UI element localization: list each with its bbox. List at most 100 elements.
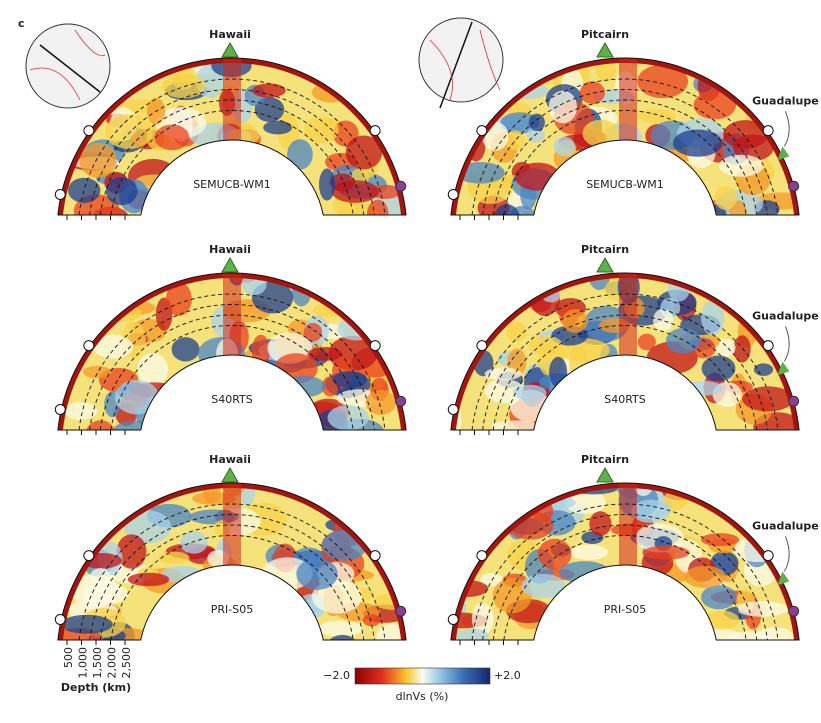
end-marker xyxy=(788,180,800,192)
hotspot-triangle xyxy=(596,466,614,483)
anomaly-blob xyxy=(665,327,701,354)
station-marker xyxy=(447,613,459,625)
anomaly-blob xyxy=(116,534,147,569)
hotspot-triangle xyxy=(221,256,239,273)
anomaly-blob xyxy=(303,116,339,144)
end-marker xyxy=(395,605,407,617)
anomaly-blob xyxy=(681,381,724,396)
hotspot-label: Pitcairn xyxy=(581,453,629,466)
depth-contour xyxy=(471,78,779,216)
model-label: S40RTS xyxy=(604,393,646,406)
section-panel: Pitcairn SEMUCB-WM1 Guadalupe xyxy=(447,28,819,220)
depth-tick-label: 2,500 xyxy=(120,647,133,679)
anomaly-blob xyxy=(548,90,578,124)
velocity-anomalies xyxy=(450,272,800,430)
depth-tick-label: 1,000 xyxy=(77,647,90,679)
anomaly-blob xyxy=(79,142,117,179)
anomaly-blob xyxy=(684,565,727,589)
station-marker xyxy=(762,125,774,137)
colorbar: −2.0 +2.0 dlnVs (%) xyxy=(323,667,521,703)
anomaly-blob xyxy=(653,308,674,332)
anomaly-blob xyxy=(362,614,381,627)
anomaly-blob xyxy=(68,177,101,204)
station-marker xyxy=(476,340,488,352)
anomaly-blob xyxy=(480,572,504,587)
depth-contour xyxy=(89,89,375,216)
hotspot-label: Hawaii xyxy=(209,453,251,466)
anomaly-blob xyxy=(114,379,160,415)
globe-inset xyxy=(25,23,111,109)
hotspot-triangle xyxy=(777,361,790,376)
anomaly-blob xyxy=(307,347,342,361)
depth-contour xyxy=(89,304,375,431)
section-outline xyxy=(57,482,407,641)
anomaly-blob xyxy=(171,337,200,362)
hotspot-label: Hawaii xyxy=(209,243,251,256)
section-panel: Hawaii SEMUCB-WM1 xyxy=(54,28,407,220)
section-panel: Hawaii PRI-S05 xyxy=(54,453,407,645)
anomaly-blob xyxy=(637,64,689,99)
station-marker xyxy=(54,403,66,415)
station-marker xyxy=(476,125,488,137)
anomaly-blob xyxy=(631,499,671,523)
velocity-anomalies xyxy=(57,57,407,215)
depth-contour xyxy=(471,293,779,431)
model-label: PRI-S05 xyxy=(604,603,646,616)
anomaly-blob xyxy=(714,185,738,210)
anomaly-blob xyxy=(553,136,575,156)
anomaly-blob xyxy=(733,335,751,363)
pointer-arrow xyxy=(783,536,790,572)
anomaly-blob xyxy=(701,299,725,336)
anomaly-blob xyxy=(570,544,608,560)
anomaly-blob xyxy=(85,420,116,430)
depth-contour xyxy=(110,110,354,216)
colorbar-max: +2.0 xyxy=(494,669,521,682)
end-marker xyxy=(395,180,407,192)
section-outline xyxy=(57,57,407,216)
anomaly-blob xyxy=(700,533,740,547)
anomaly-blob xyxy=(714,338,736,357)
anomaly-blob xyxy=(754,627,796,640)
station-marker xyxy=(83,550,95,562)
anomaly-blob xyxy=(254,97,285,122)
depth-tick-label: 500 xyxy=(62,647,75,668)
anomaly-blob xyxy=(582,119,620,148)
hotspot-triangle xyxy=(596,256,614,273)
section-panel: Pitcairn S40RTS Guadalupe xyxy=(447,243,819,435)
anomaly-blob xyxy=(365,390,397,415)
anomaly-blob xyxy=(281,375,326,398)
section-outline xyxy=(57,272,407,431)
anomaly-blob xyxy=(287,139,313,170)
end-marker xyxy=(395,395,407,407)
anomaly-blob xyxy=(728,631,774,640)
station-marker xyxy=(369,125,381,137)
anomaly-blob xyxy=(105,177,138,206)
anomaly-blob xyxy=(83,365,112,379)
hotspot-label: Guadalupe xyxy=(752,309,819,322)
hotspot-triangle xyxy=(777,571,790,586)
anomaly-blob xyxy=(672,129,723,157)
anomaly-blob xyxy=(521,573,566,599)
anomaly-blob xyxy=(154,124,190,151)
velocity-anomalies xyxy=(450,57,800,216)
anomaly-blob xyxy=(252,83,286,98)
anomaly-blob xyxy=(89,568,111,586)
hotspot-triangle xyxy=(221,466,239,483)
anomaly-blob xyxy=(736,601,789,617)
station-marker xyxy=(369,550,381,562)
anomaly-blob xyxy=(637,333,656,351)
anomaly-blob xyxy=(705,610,739,630)
anomaly-blob xyxy=(718,154,764,177)
anomaly-blob xyxy=(345,135,383,170)
plume-conduit xyxy=(223,483,241,565)
end-marker xyxy=(788,395,800,407)
anomaly-blob xyxy=(296,558,338,590)
plume-conduit xyxy=(223,273,241,355)
anomaly-blob xyxy=(172,69,195,90)
anomaly-blob xyxy=(60,614,113,634)
model-label: SEMUCB-WM1 xyxy=(193,178,271,191)
plume-conduit xyxy=(619,483,637,565)
anomaly-blob xyxy=(742,386,794,412)
anomaly-blob xyxy=(158,551,190,564)
